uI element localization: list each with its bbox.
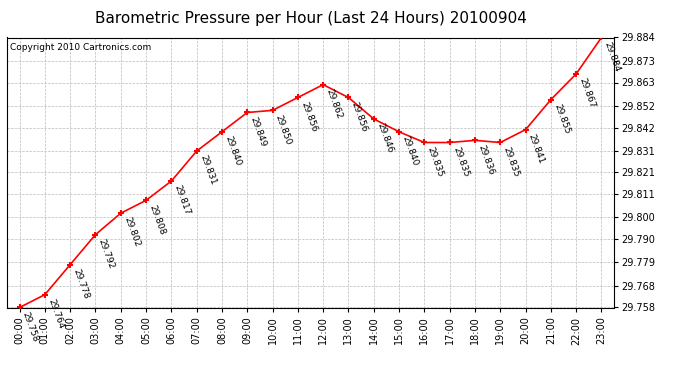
Text: 29.840: 29.840: [224, 135, 242, 167]
Text: 29.802: 29.802: [122, 216, 141, 249]
Text: 29.856: 29.856: [350, 100, 369, 133]
Text: 29.867: 29.867: [578, 77, 597, 110]
Text: 29.840: 29.840: [400, 135, 420, 167]
Text: 29.846: 29.846: [375, 122, 394, 154]
Text: 29.855: 29.855: [552, 102, 571, 135]
Text: 29.817: 29.817: [172, 184, 192, 216]
Text: 29.758: 29.758: [21, 310, 40, 343]
Text: 29.835: 29.835: [451, 145, 471, 178]
Text: 29.778: 29.778: [72, 267, 91, 300]
Text: 29.841: 29.841: [527, 132, 546, 165]
Text: 29.792: 29.792: [97, 237, 116, 270]
Text: 29.836: 29.836: [476, 143, 495, 176]
Text: 29.849: 29.849: [248, 115, 268, 148]
Text: 29.884: 29.884: [603, 40, 622, 73]
Text: 29.835: 29.835: [426, 145, 445, 178]
Text: 29.764: 29.764: [46, 297, 66, 330]
Text: 29.862: 29.862: [324, 87, 344, 120]
Text: 29.808: 29.808: [148, 203, 167, 236]
Text: Barometric Pressure per Hour (Last 24 Hours) 20100904: Barometric Pressure per Hour (Last 24 Ho…: [95, 11, 526, 26]
Text: Copyright 2010 Cartronics.com: Copyright 2010 Cartronics.com: [10, 43, 151, 52]
Text: 29.831: 29.831: [198, 154, 217, 186]
Text: 29.850: 29.850: [274, 113, 293, 146]
Text: 29.835: 29.835: [502, 145, 521, 178]
Text: 29.856: 29.856: [299, 100, 319, 133]
